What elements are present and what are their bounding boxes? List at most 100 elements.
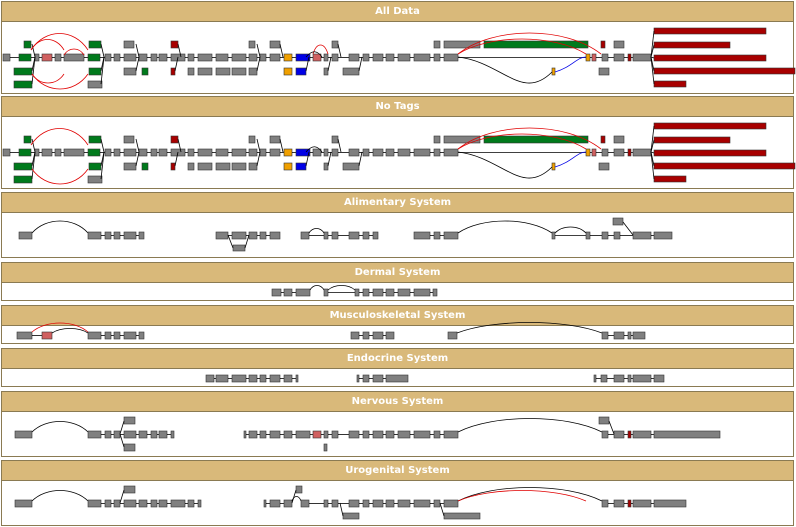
splice-arc (457, 127, 602, 150)
exon-node (150, 499, 158, 508)
exon-node (123, 40, 135, 49)
exon-node (138, 430, 148, 439)
exon-node (433, 499, 441, 508)
exon-node (232, 244, 246, 252)
panel-endocrine-system: Endocrine System (1, 348, 794, 387)
exon-node (591, 148, 597, 157)
exon-node (23, 135, 32, 144)
exon-node (331, 135, 339, 144)
exon-node (231, 53, 247, 62)
exon-node (613, 231, 621, 240)
exon-node (187, 162, 195, 171)
exon-node (283, 288, 293, 297)
graph-canvas (271, 285, 438, 297)
exon-node (63, 53, 85, 62)
exon-node (612, 217, 624, 226)
exon-node (632, 430, 652, 439)
junction-edge (650, 56, 655, 59)
exon-node (598, 162, 610, 171)
exon-node (443, 430, 459, 439)
exon-node (627, 331, 632, 340)
junction-edge (291, 489, 297, 504)
panel-title: Musculoskeletal System (2, 306, 793, 326)
exon-node (331, 231, 339, 240)
exon-node (601, 148, 609, 157)
junction-edge (31, 138, 36, 153)
splice-arc (554, 56, 587, 73)
exon-node (283, 53, 293, 62)
junction-edge (135, 151, 140, 167)
splice-arc (305, 51, 323, 58)
exon-node (585, 231, 591, 240)
junction-edge (100, 43, 105, 58)
exon-node (362, 499, 370, 508)
exon-node (632, 231, 652, 240)
exon-node (443, 231, 459, 240)
panel-title: Endocrine System (2, 349, 793, 369)
exon-node (141, 162, 149, 171)
exon-node (123, 135, 135, 144)
splice-graph-alimentary (2, 213, 793, 258)
splice-graph-all-data (2, 22, 796, 94)
exon-node (613, 135, 625, 144)
exon-node (123, 331, 137, 340)
exon-node (187, 148, 195, 157)
exon-node (283, 162, 293, 171)
exon-node (197, 162, 213, 171)
exon-node (331, 53, 339, 62)
exon-node (551, 67, 556, 76)
exon-node (87, 331, 102, 340)
splice-arc (31, 421, 89, 433)
exon-node (551, 231, 556, 240)
exon-node (342, 67, 360, 76)
exon-node (14, 430, 33, 439)
exon-node (170, 499, 186, 508)
panel-dermal-system: Dermal System (1, 262, 794, 301)
splice-arc (291, 496, 302, 502)
junction-edge (100, 56, 105, 85)
exon-node (600, 40, 606, 49)
exon-node (295, 430, 311, 439)
junction-edge (339, 502, 344, 517)
exon-node (372, 331, 384, 340)
panel-all-data: All Data (1, 1, 796, 94)
exon-node (323, 148, 329, 157)
exon-node (627, 374, 632, 383)
panel-title: No Tags (2, 97, 793, 117)
exon-node (323, 499, 329, 508)
junction-edge (177, 138, 182, 153)
exon-node (385, 288, 395, 297)
exon-node (283, 148, 293, 157)
exon-node (331, 430, 339, 439)
exon-node (312, 430, 322, 439)
splice-arc (457, 38, 587, 55)
exon-node (104, 53, 112, 62)
splice-arc (31, 490, 89, 502)
splice-arc (51, 328, 89, 334)
junction-edge (100, 151, 105, 180)
junction-edge (244, 234, 250, 249)
exon-node (342, 512, 360, 520)
exon-node (231, 67, 247, 76)
exon-node (13, 67, 33, 76)
exon-node (158, 430, 168, 439)
graph-canvas (16, 322, 646, 340)
splice-arc (309, 285, 325, 291)
exon-node (362, 331, 370, 340)
graph-canvas (205, 374, 665, 383)
exon-node (372, 148, 384, 157)
exon-node (613, 499, 625, 508)
exon-node (632, 331, 646, 340)
exon-node (88, 135, 102, 144)
splice-arc (31, 73, 65, 84)
exon-node (443, 512, 481, 520)
panel-no-tags: No Tags (1, 96, 796, 189)
splice-arc (457, 32, 602, 55)
splice-arc (327, 285, 356, 291)
exon-node (483, 40, 589, 49)
junction-edge (337, 138, 342, 153)
exon-node (385, 499, 395, 508)
exon-node (104, 148, 112, 157)
splice-graph-no-tags (2, 117, 796, 189)
panel-title: Urogenital System (2, 461, 793, 481)
